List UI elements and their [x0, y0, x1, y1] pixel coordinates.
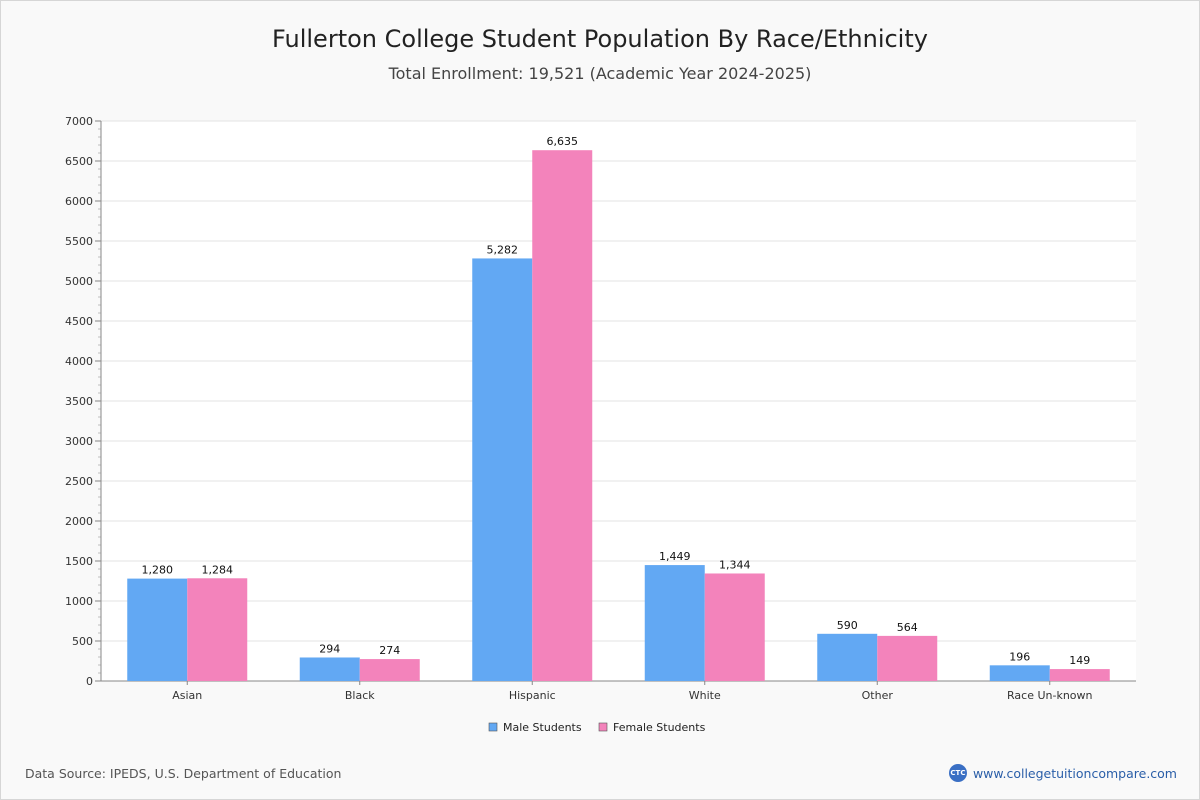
chart-title: Fullerton College Student Population By … [272, 25, 928, 53]
site-logo-icon: CTC [948, 764, 967, 782]
y-tick-label: 0 [86, 675, 93, 688]
bar-value-label: 196 [1009, 650, 1030, 663]
y-tick-label: 3000 [65, 435, 93, 448]
y-tick-label: 1000 [65, 595, 93, 608]
y-tick-label: 3500 [65, 395, 93, 408]
female-bar-race-un-known [1049, 669, 1110, 681]
y-tick-label: 4000 [65, 355, 93, 368]
female-bar-hispanic [532, 150, 593, 681]
site-credit[interactable]: CTC www.collegetuitioncompare.com [948, 764, 1177, 782]
chart-subtitle: Total Enrollment: 19,521 (Academic Year … [388, 64, 812, 83]
legend-swatch [598, 722, 608, 732]
y-tick-label: 500 [72, 635, 93, 648]
y-tick-label: 5500 [65, 235, 93, 248]
female-bar-asian [187, 578, 248, 681]
bar-value-label: 1,284 [202, 563, 234, 576]
site-link[interactable]: www.collegetuitioncompare.com [972, 765, 1177, 781]
female-bar-other [877, 635, 938, 681]
data-source-note: Data Source: IPEDS, U.S. Department of E… [25, 766, 342, 781]
bar-value-label: 1,280 [142, 564, 174, 577]
x-category-label: Hispanic [509, 689, 556, 702]
y-tick-label: 1500 [65, 555, 93, 568]
x-category-label: Asian [172, 689, 202, 702]
male-bar-race-un-known [989, 665, 1050, 681]
bar-value-label: 1,449 [659, 550, 691, 563]
y-tick-label: 2000 [65, 515, 93, 528]
legend-swatch [488, 722, 498, 732]
y-tick-label: 6000 [65, 195, 93, 208]
y-tick-label: 2500 [65, 475, 93, 488]
bar-value-label: 1,344 [719, 558, 751, 571]
bar-value-label: 564 [897, 621, 918, 634]
male-bar-black [299, 657, 360, 681]
bar-value-label: 590 [837, 619, 858, 632]
female-bar-black [359, 659, 420, 681]
x-category-label: Other [862, 689, 894, 702]
bar-value-label: 149 [1069, 654, 1090, 667]
bar-value-label: 294 [319, 642, 340, 655]
male-bar-other [817, 633, 878, 681]
female-bar-white [704, 573, 765, 681]
male-bar-asian [127, 578, 188, 681]
legend-label: Female Students [613, 721, 706, 734]
x-category-label: White [689, 689, 721, 702]
x-category-label: Race Un-known [1007, 689, 1093, 702]
bar-value-label: 274 [379, 644, 400, 657]
male-bar-white [644, 565, 705, 681]
bar-value-label: 6,635 [547, 135, 579, 148]
x-category-label: Black [345, 689, 375, 702]
bar-value-label: 5,282 [487, 243, 519, 256]
male-bar-hispanic [472, 258, 533, 681]
y-tick-label: 4500 [65, 315, 93, 328]
y-tick-label: 5000 [65, 275, 93, 288]
y-tick-label: 6500 [65, 155, 93, 168]
y-tick-label: 7000 [65, 115, 93, 128]
legend-label: Male Students [503, 721, 582, 734]
